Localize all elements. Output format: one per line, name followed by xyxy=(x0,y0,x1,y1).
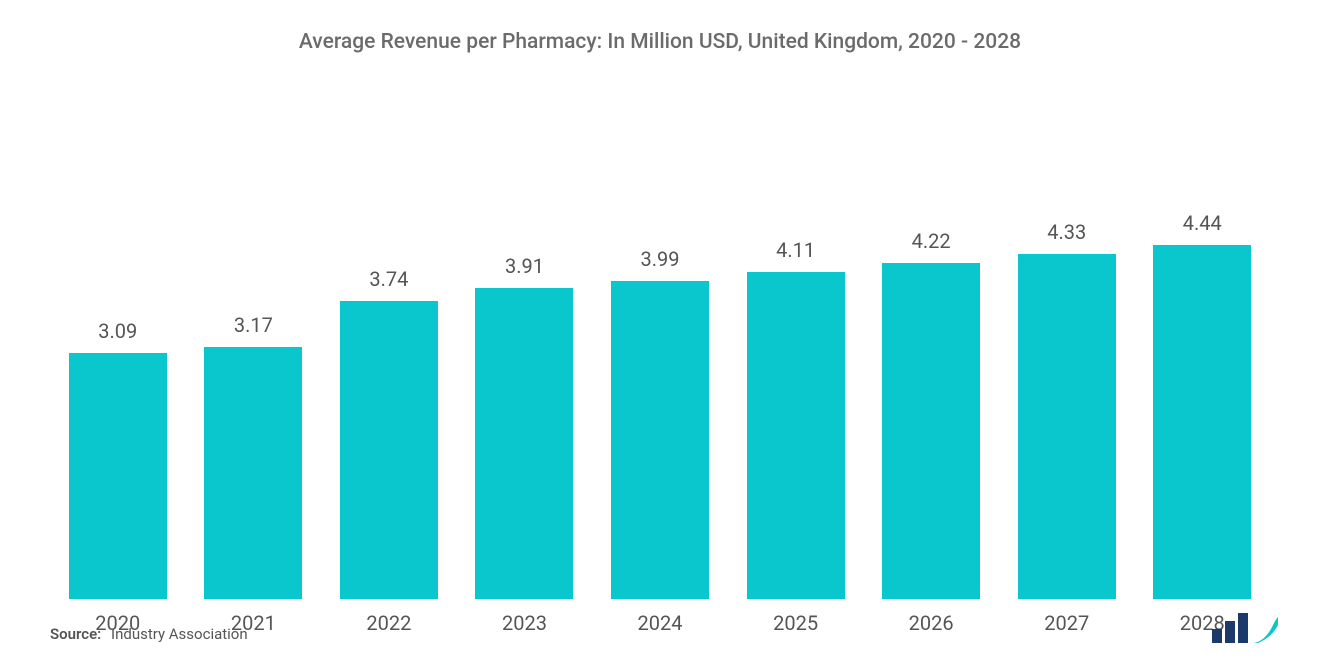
brand-logo xyxy=(1212,613,1280,643)
source-label: Source: xyxy=(50,625,101,643)
bar-value-label: 4.11 xyxy=(776,238,815,262)
bar xyxy=(1153,245,1251,599)
bar-group: 3.91 xyxy=(457,94,593,599)
bar-value-label: 3.74 xyxy=(369,267,408,291)
bar-group: 3.99 xyxy=(592,94,728,599)
bar-group: 4.33 xyxy=(999,94,1135,599)
bar xyxy=(204,347,302,599)
bar xyxy=(475,288,573,599)
bar-value-label: 4.44 xyxy=(1183,211,1222,235)
bar xyxy=(611,281,709,599)
bar-value-label: 4.33 xyxy=(1047,220,1086,244)
bar-value-label: 3.09 xyxy=(98,319,137,343)
bar-group: 3.74 xyxy=(321,94,457,599)
logo-bar-2 xyxy=(1225,621,1235,643)
plot-area: 3.09 3.17 3.74 3.91 3.99 4.11 4.22 4.33 4.44 xyxy=(40,94,1280,599)
bar xyxy=(882,263,980,599)
bar xyxy=(69,353,167,599)
logo-bar-1 xyxy=(1212,629,1222,643)
bar xyxy=(1018,254,1116,599)
bar-value-label: 3.17 xyxy=(234,313,273,337)
chart-container: Average Revenue per Pharmacy: In Million… xyxy=(0,0,1320,665)
source-line: Source: Industry Association xyxy=(50,625,248,643)
source-text: Industry Association xyxy=(111,625,248,643)
bar-value-label: 3.91 xyxy=(505,254,544,278)
bar-group: 4.22 xyxy=(863,94,999,599)
bar-value-label: 4.22 xyxy=(912,229,951,253)
bar xyxy=(747,272,845,599)
bar-value-label: 3.99 xyxy=(641,247,680,271)
bar-group: 4.44 xyxy=(1135,94,1271,599)
bar xyxy=(340,301,438,599)
logo-bars-icon xyxy=(1212,613,1248,643)
logo-bar-3 xyxy=(1238,613,1248,643)
bar-group: 3.09 xyxy=(50,94,186,599)
chart-title: Average Revenue per Pharmacy: In Million… xyxy=(40,30,1280,54)
bar-group: 4.11 xyxy=(728,94,864,599)
logo-swoosh-icon xyxy=(1252,615,1280,643)
chart-footer: Source: Industry Association xyxy=(50,613,1280,643)
bar-group: 3.17 xyxy=(186,94,322,599)
